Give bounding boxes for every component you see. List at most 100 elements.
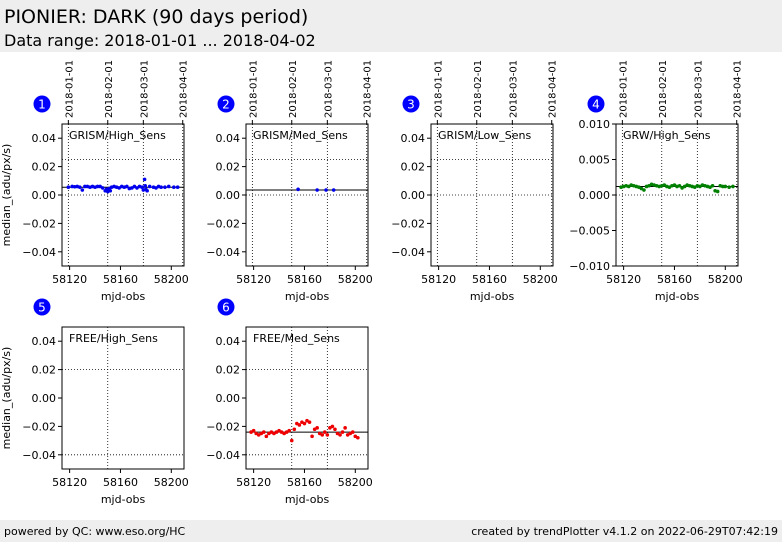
plot-3-y-tick-label: 0.02 xyxy=(401,161,426,174)
plot-2-y-tick-label: −0.02 xyxy=(206,217,240,230)
plot-3-number-badge-label: 3 xyxy=(407,98,415,112)
plot-3-x-axis-label: mjd-obs xyxy=(470,290,515,303)
plot-6-data-point xyxy=(261,430,266,434)
plot-1-data-point xyxy=(100,186,105,190)
plot-2-x-tick-label: 58200 xyxy=(338,273,373,286)
plot-6-data-point xyxy=(307,420,312,424)
plot-5-y-tick-label: 0.00 xyxy=(32,392,57,405)
plot-4-data-point xyxy=(731,184,735,189)
plot-6-y-tick-label: −0.02 xyxy=(206,420,240,433)
plot-2-number-badge-label: 2 xyxy=(222,98,230,112)
plot-5-y-axis-label: median_(adu/px/s) xyxy=(0,347,13,450)
plot-6-x-tick-label: 58160 xyxy=(287,476,322,489)
plot-1-data-point xyxy=(147,184,152,189)
plot-6-y-tick-label: −0.04 xyxy=(206,449,240,462)
plot-5-y-tick-label: 0.02 xyxy=(32,364,57,377)
plot-2-panel-label: GRISM/Med_Sens xyxy=(253,129,348,142)
plot-6-data-point xyxy=(251,428,256,433)
plot-1-date-tick-label: 2018-03-01 xyxy=(139,60,150,118)
plot-6-y-tick-label: 0.02 xyxy=(216,364,241,377)
plot-4-data-point xyxy=(720,184,725,189)
plot-3-number-badge xyxy=(402,95,420,113)
plot-6-data-point xyxy=(302,421,307,426)
plot-1-y-tick-label: −0.02 xyxy=(22,217,56,230)
plot-1-data-point xyxy=(140,185,144,189)
plot-4-y-tick-label: 0.010 xyxy=(579,118,611,131)
plot-6-number-badge-label: 6 xyxy=(222,301,230,315)
plot-6-data-point xyxy=(343,426,347,430)
plot-6-data-point xyxy=(340,430,345,434)
page-footer: powered by QC: www.eso.org/HC created by… xyxy=(0,520,782,542)
plot-6-number-badge xyxy=(217,298,235,316)
plot-1-data-point xyxy=(166,184,171,189)
plot-6-data-point xyxy=(356,435,360,440)
plot-2-x-tick-label: 58160 xyxy=(287,273,322,286)
plot-4-y-tick-label: 0.000 xyxy=(579,189,611,202)
plot-5-x-axis-label: mjd-obs xyxy=(101,493,146,506)
plot-6-data-point xyxy=(287,428,292,433)
plot-1-data-point xyxy=(142,177,147,182)
plot-6-x-tick-label: 58200 xyxy=(338,476,373,489)
plot-3-x-tick-label: 58120 xyxy=(421,273,456,286)
plot-1-data-point xyxy=(125,184,129,189)
plot-1-y-tick-label: 0.02 xyxy=(32,161,57,174)
plot-6-data-point xyxy=(310,434,314,439)
plot-1-y-tick-label: −0.04 xyxy=(22,246,56,259)
plot-3-date-tick-label: 2018-02-01 xyxy=(473,60,484,118)
plot-2-data-point xyxy=(324,188,328,192)
plot-4-data-point xyxy=(642,188,646,192)
plot-4-y-tick-label: −0.010 xyxy=(569,260,610,273)
plot-1-x-axis-label: mjd-obs xyxy=(101,290,146,303)
plot-3-panel-label: GRISM/Low_Sens xyxy=(438,129,531,142)
plot-6-y-tick-label: 0.00 xyxy=(216,392,241,405)
plot-6-data-point xyxy=(292,427,297,432)
plot-4-data-point xyxy=(677,183,682,188)
plot-6-data-point xyxy=(330,424,335,429)
plot-5-panel-label: FREE/High_Sens xyxy=(69,332,158,345)
plot-2-data-point xyxy=(315,188,319,192)
page-header: PIONIER: DARK (90 days period) Data rang… xyxy=(0,0,782,52)
plot-6-data-point xyxy=(297,423,302,427)
plot-1-number-badge xyxy=(33,95,51,113)
plot-4-data-point xyxy=(710,183,715,188)
plot-2-x-axis-label: mjd-obs xyxy=(285,290,330,303)
plot-2-y-tick-label: 0.04 xyxy=(216,132,241,145)
plot-1-date-tick-label: 2018-04-01 xyxy=(179,60,190,118)
plot-4-panel-label: GRW/High_Sens xyxy=(623,129,711,142)
plot-2-y-tick-label: 0.02 xyxy=(216,161,241,174)
footer-powered-by: powered by QC: www.eso.org/HC xyxy=(4,525,186,538)
plot-6-data-point xyxy=(338,433,342,437)
plot-2-x-tick-label: 58120 xyxy=(236,273,271,286)
plot-6-panel-label: FREE/Med_Sens xyxy=(253,332,340,345)
plot-2-y-tick-label: −0.04 xyxy=(206,246,240,259)
plot-6-x-axis-label: mjd-obs xyxy=(285,493,330,506)
plot-4-date-tick-label: 2018-04-01 xyxy=(733,60,744,118)
plot-3-date-tick-label: 2018-03-01 xyxy=(508,60,519,118)
plot-2-date-tick-label: 2018-04-01 xyxy=(363,60,374,118)
data-range-subtitle: Data range: 2018-01-01 ... 2018-04-02 xyxy=(4,31,316,50)
page-title: PIONIER: DARK (90 days period) xyxy=(4,6,309,28)
plot-1-data-point xyxy=(95,184,100,189)
plot-5-x-tick-label: 58200 xyxy=(154,476,189,489)
plot-5-y-tick-label: −0.02 xyxy=(22,420,56,433)
plot-1-y-axis-label: median_(adu/px/s) xyxy=(0,144,13,247)
plot-6-data-point xyxy=(322,430,327,434)
plot-1-data-point xyxy=(143,183,148,188)
plot-3-date-tick-label: 2018-01-01 xyxy=(433,60,444,118)
plot-2-number-badge xyxy=(217,95,235,113)
plot-2-date-tick-label: 2018-03-01 xyxy=(323,60,334,118)
plot-1-data-point xyxy=(145,188,149,193)
plot-5-x-tick-label: 58120 xyxy=(52,476,87,489)
plot-3-x-tick-label: 58160 xyxy=(472,273,507,286)
plot-6-data-point xyxy=(264,434,269,439)
plot-4-data-point xyxy=(727,185,731,189)
plot-3-date-tick-label: 2018-04-01 xyxy=(548,60,559,118)
plot-3-y-tick-label: −0.02 xyxy=(391,217,425,230)
plot-2-data-point xyxy=(296,187,300,192)
plot-4-data-point xyxy=(715,189,720,194)
plot-5-number-badge-label: 5 xyxy=(38,301,46,315)
plot-1-data-point xyxy=(175,185,180,189)
plot-1-data-point xyxy=(172,185,176,189)
plot-1-x-tick-label: 58160 xyxy=(103,273,138,286)
